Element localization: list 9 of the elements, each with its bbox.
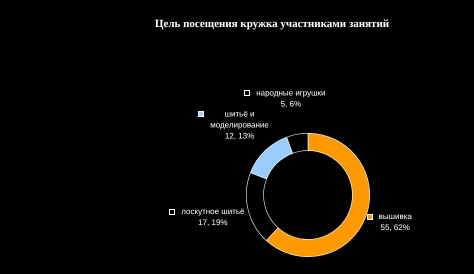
data-label: 5, 6% (280, 100, 302, 109)
data-label: 17, 19% (198, 218, 228, 227)
chart-title: Цель посещения кружка участниками занятий (154, 18, 390, 30)
legend-label: вышивка (378, 212, 412, 222)
legend-label: народные игрушки (256, 88, 326, 98)
legend-label: лоскутное шитьё (181, 206, 245, 216)
slice-label: шитьё и моделирование (210, 110, 270, 130)
data-label: 55, 62% (380, 223, 410, 232)
data-label: 12, 13% (224, 132, 254, 141)
